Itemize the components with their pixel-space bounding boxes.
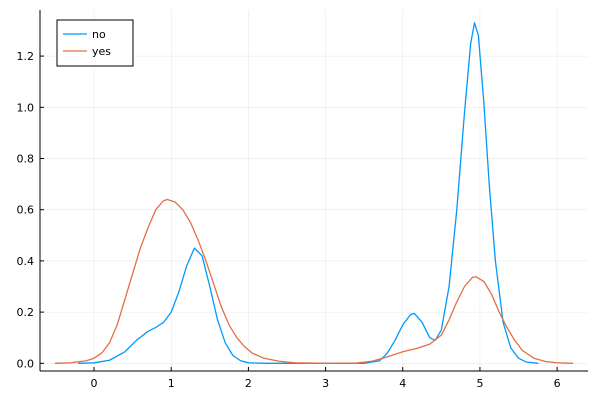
legend-label-yes: yes	[92, 45, 111, 58]
y-tick-label: 0.2	[17, 306, 35, 319]
x-tick-label: 3	[322, 377, 329, 390]
x-tick-label: 5	[476, 377, 483, 390]
series-lines	[54, 22, 574, 364]
legend-label-no: no	[92, 28, 106, 41]
y-tick-label: 0.4	[17, 255, 35, 268]
series-line-no	[77, 22, 539, 364]
y-tick-label: 0.8	[17, 152, 35, 165]
y-tick-label: 0.6	[17, 204, 35, 217]
y-tick-label: 1.2	[17, 50, 35, 63]
x-tick-label: 4	[399, 377, 406, 390]
x-tick-label: 2	[245, 377, 252, 390]
x-tick-label: 1	[168, 377, 175, 390]
x-tick-label: 0	[91, 377, 98, 390]
series-line-yes	[54, 198, 574, 364]
y-tick-label: 1.0	[17, 101, 35, 114]
axes: 0 1 2 3 4 5 6 0.0 0.2 0.4 0.6 0.8 1.0 1.2	[17, 10, 588, 390]
x-tick-label: 6	[554, 377, 561, 390]
grid	[40, 10, 588, 371]
y-tick-label: 0.0	[17, 357, 35, 370]
legend-box	[56, 19, 134, 67]
legend: no yes	[56, 19, 134, 67]
